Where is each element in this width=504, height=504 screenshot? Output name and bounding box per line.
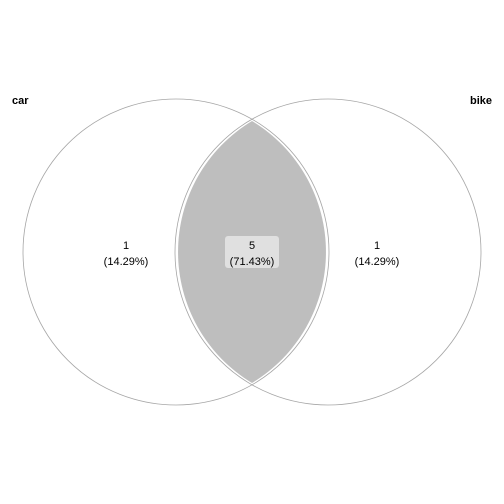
region-percent-both: (71.43%) — [230, 256, 275, 268]
region-label-car-only: 1 (14.29%) — [104, 240, 149, 268]
set-circle-car — [22, 98, 330, 406]
region-count-car-only: 1 — [123, 240, 129, 252]
region-count-both: 5 — [249, 240, 255, 252]
region-count-bike-only: 1 — [374, 240, 380, 252]
region-percent-car-only: (14.29%) — [104, 256, 149, 268]
region-label-bike-only: 1 (14.29%) — [355, 240, 400, 268]
region-label-box-both — [225, 236, 279, 268]
set-label-car: car — [12, 95, 29, 107]
region-label-both: 5 (71.43%) — [225, 236, 279, 268]
set-label-bike: bike — [470, 95, 492, 107]
region-percent-bike-only: (14.29%) — [355, 256, 400, 268]
set-circle-bike — [174, 98, 482, 406]
